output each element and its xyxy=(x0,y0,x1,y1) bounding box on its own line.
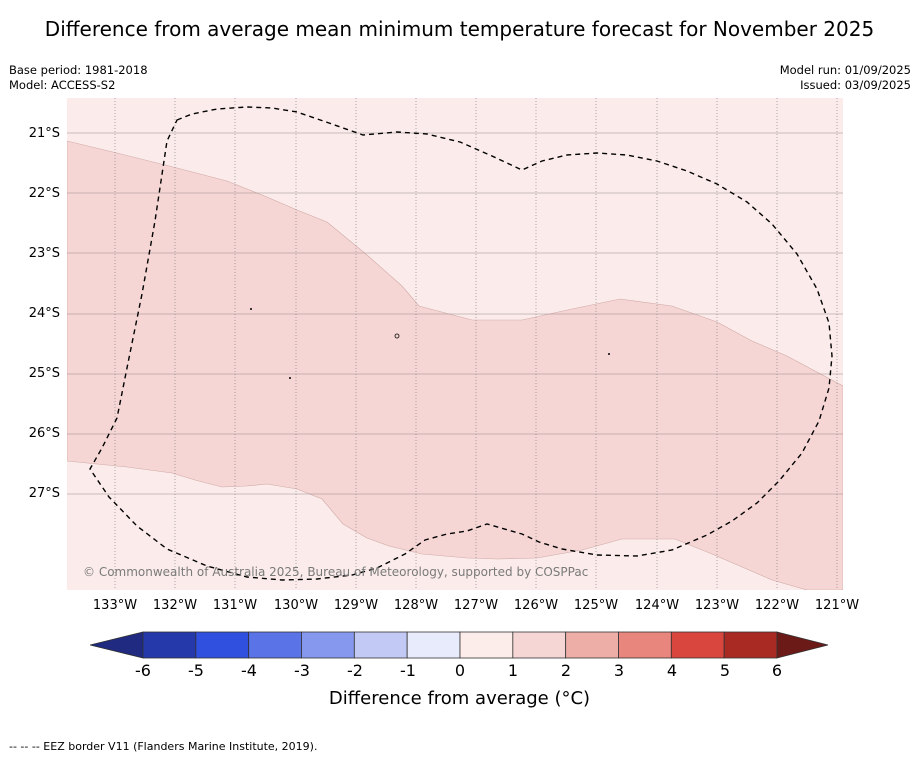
model-run: Model run: 01/09/2025 xyxy=(779,63,911,77)
colorbar-tick: -2 xyxy=(347,661,363,680)
lat-label: 24°S xyxy=(28,306,60,321)
base-period: Base period: 1981-2018 xyxy=(9,63,148,77)
colorbar-cell xyxy=(459,631,514,659)
lon-label: 126°W xyxy=(513,598,559,613)
colorbar-cell xyxy=(723,631,778,659)
lat-label: 22°S xyxy=(28,186,60,201)
eez-border-legend: -- -- -- EEZ border V11 (Flanders Marine… xyxy=(9,740,318,753)
colorbar-tick: -6 xyxy=(135,661,151,680)
lat-label: 26°S xyxy=(28,426,60,441)
colorbar-cell xyxy=(406,631,461,659)
lon-label: 123°W xyxy=(694,598,740,613)
lat-label: 23°S xyxy=(28,246,60,261)
colorbar-cell xyxy=(142,631,197,659)
issued-date: Issued: 03/09/2025 xyxy=(800,78,911,92)
colorbar-cell xyxy=(248,631,302,659)
lon-label: 128°W xyxy=(393,598,439,613)
colorbar-tick: 6 xyxy=(771,661,783,680)
lon-label: 124°W xyxy=(634,598,680,613)
island-marker xyxy=(394,333,400,339)
lon-label: 133°W xyxy=(92,598,138,613)
colorbar-cell xyxy=(353,631,408,659)
lon-label: 129°W xyxy=(333,598,379,613)
colorbar-cell xyxy=(670,631,725,659)
colorbar-tick: 5 xyxy=(719,661,731,680)
colorbar-tick: 0 xyxy=(454,661,466,680)
colorbar-tick: 4 xyxy=(666,661,678,680)
colorbar-tick: -1 xyxy=(400,661,416,680)
copyright-notice: © Commonwealth of Australia 2025, Bureau… xyxy=(83,565,589,579)
island-marker xyxy=(289,377,291,379)
lon-label: 125°W xyxy=(573,598,619,613)
colorbar-cell xyxy=(565,631,619,659)
colorbar-max-arrow xyxy=(776,631,829,659)
colorbar-cell xyxy=(301,631,355,659)
colorbar xyxy=(90,631,829,659)
lon-label: 130°W xyxy=(273,598,319,613)
colorbar-cell xyxy=(195,631,250,659)
lon-label: 121°W xyxy=(814,598,860,613)
island-marker xyxy=(250,308,252,310)
lon-label: 122°W xyxy=(754,598,800,613)
island-marker xyxy=(608,353,610,355)
meta-right: Model run: 01/09/2025 Issued: 03/09/2025 xyxy=(780,63,911,93)
colorbar-cells xyxy=(142,631,778,659)
colorbar-tick: 2 xyxy=(560,661,572,680)
latitude-lines xyxy=(67,132,843,495)
colorbar-min-arrow xyxy=(90,631,144,659)
lat-label: 27°S xyxy=(28,486,60,501)
colorbar-cell xyxy=(618,631,672,659)
lon-label: 127°W xyxy=(453,598,499,613)
meta-left: Base period: 1981-2018 Model: ACCESS-S2 xyxy=(9,63,148,93)
graticule xyxy=(114,98,838,590)
model-name: Model: ACCESS-S2 xyxy=(9,78,116,92)
lat-label: 21°S xyxy=(28,126,60,141)
eez-border xyxy=(89,106,833,581)
forecast-map xyxy=(67,98,843,590)
colorbar-label: Difference from average (°C) xyxy=(328,688,591,709)
colorbar-tick: 1 xyxy=(507,661,519,680)
lon-label: 132°W xyxy=(152,598,198,613)
lon-label: 131°W xyxy=(212,598,258,613)
colorbar-tick: -4 xyxy=(241,661,257,680)
colorbar-cell xyxy=(512,631,567,659)
colorbar-tick: 3 xyxy=(613,661,625,680)
chart-title: Difference from average mean minimum tem… xyxy=(44,17,875,41)
colorbar-tick: -5 xyxy=(188,661,204,680)
colorbar-tick: -3 xyxy=(294,661,310,680)
lat-label: 25°S xyxy=(28,366,60,381)
